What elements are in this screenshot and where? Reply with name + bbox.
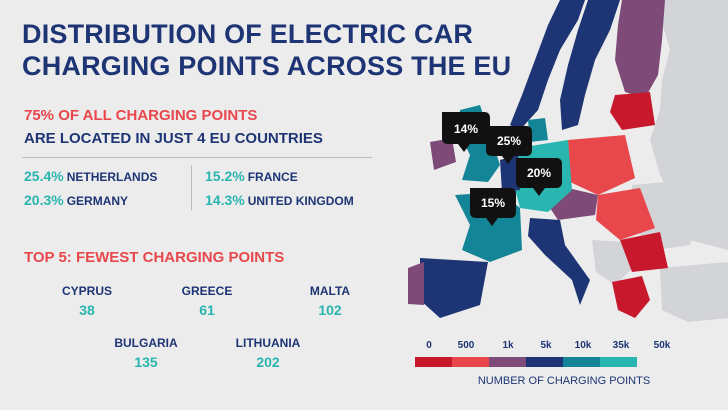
legend-tick: 5k (540, 340, 552, 351)
legend-tick: 10k (574, 340, 592, 351)
callout-label: 14% (454, 122, 478, 136)
map-land-sweden (560, 0, 620, 130)
map-land-ireland (430, 138, 456, 170)
fewest-country: BULGARIA (114, 336, 178, 350)
fewest-country: MALTA (309, 284, 351, 298)
map-land-ukraine (630, 180, 700, 250)
map-land-poland (568, 135, 635, 195)
fewest-cyprus: CYPRUS 38 (37, 284, 137, 318)
callout-label: 25% (497, 134, 521, 148)
stat-pct: 14.3% (205, 192, 245, 208)
legend-tick: 50k (653, 340, 671, 351)
callout-france: 15% (470, 188, 516, 226)
callout-germany: 20% (516, 158, 562, 196)
stat-pct: 20.3% (24, 192, 64, 208)
stat-netherlands: 25.4% NETHERLANDS (24, 168, 157, 186)
legend-swatch (452, 357, 489, 367)
fewest-value: 61 (199, 302, 215, 318)
map-land-finland (615, 0, 665, 98)
fewest-malta: MALTA 102 (280, 284, 380, 318)
map-land-denmark (528, 118, 548, 142)
legend-ticks: 0 500 1k 5k 10k 35k 50k (400, 340, 728, 354)
callout-netherlands: 25% (486, 126, 532, 164)
headline-countries: ARE LOCATED IN JUST 4 EU COUNTRIES (24, 130, 323, 147)
page-title: DISTRIBUTION OF ELECTRIC CAR CHARGING PO… (22, 18, 522, 82)
stat-pct: 15.2% (205, 168, 245, 184)
fewest-value: 135 (134, 354, 158, 370)
fewest-lithuania: LITHUANIA 202 (218, 336, 318, 370)
legend-title: NUMBER OF CHARGING POINTS (477, 375, 651, 387)
fewest-country: CYPRUS (61, 284, 112, 298)
legend-tick: 0 (426, 340, 432, 351)
stat-germany: 20.3% GERMANY (24, 192, 128, 210)
stat-united-kingdom: 14.3% UNITED KINGDOM (205, 192, 354, 210)
map-land-norway (510, 0, 585, 130)
callout-label: 15% (481, 196, 505, 210)
map-land-baltics (610, 92, 655, 130)
stat-country: GERMANY (66, 194, 129, 208)
map-land-portugal (408, 262, 424, 305)
stat-country: UNITED KINGDOM (247, 194, 354, 208)
map-land-turkey (660, 262, 728, 322)
headline-share: 75% OF ALL CHARGING POINTS (24, 107, 258, 124)
legend-tick: 500 (457, 340, 475, 351)
map-land-balkans (592, 240, 633, 285)
stat-pct: 25.4% (24, 168, 64, 184)
fewest-value: 38 (79, 302, 95, 318)
legend-tick: 1k (502, 340, 514, 351)
fewest-bulgaria: BULGARIA 135 (96, 336, 196, 370)
legend-swatch (563, 357, 600, 367)
callout-uk: 14% (442, 112, 490, 152)
map-land-italy (528, 218, 590, 305)
map-land-romania-bulgaria (620, 232, 668, 272)
map-land-spain (420, 258, 488, 318)
fewest-country: GREECE (181, 284, 233, 298)
legend-swatch (489, 357, 526, 367)
stat-country: NETHERLANDS (66, 170, 158, 184)
map-land-southeast (596, 188, 655, 240)
legend-swatch (526, 357, 563, 367)
europe-map: 14% 25% 20% 15% (408, 0, 728, 322)
stat-country: FRANCE (247, 170, 298, 184)
fewest-greece: GREECE 61 (157, 284, 257, 318)
title-line-2: CHARGING POINTS ACROSS THE EU (22, 51, 512, 81)
map-land-benelux (500, 155, 520, 192)
fewest-country: LITHUANIA (235, 336, 301, 350)
column-divider (191, 165, 192, 210)
title-line-1: DISTRIBUTION OF ELECTRIC CAR (22, 19, 474, 49)
fewest-value: 102 (318, 302, 342, 318)
fewest-title: TOP 5: FEWEST CHARGING POINTS (24, 249, 285, 266)
stat-france: 15.2% FRANCE (205, 168, 298, 186)
fewest-value: 202 (256, 354, 280, 370)
legend-color-bar (415, 357, 637, 367)
legend-swatch (415, 357, 452, 367)
map-land-greece (612, 276, 650, 318)
legend-tick: 35k (612, 340, 630, 351)
callout-label: 20% (527, 166, 551, 180)
divider (22, 157, 372, 158)
legend-swatch (600, 357, 637, 367)
